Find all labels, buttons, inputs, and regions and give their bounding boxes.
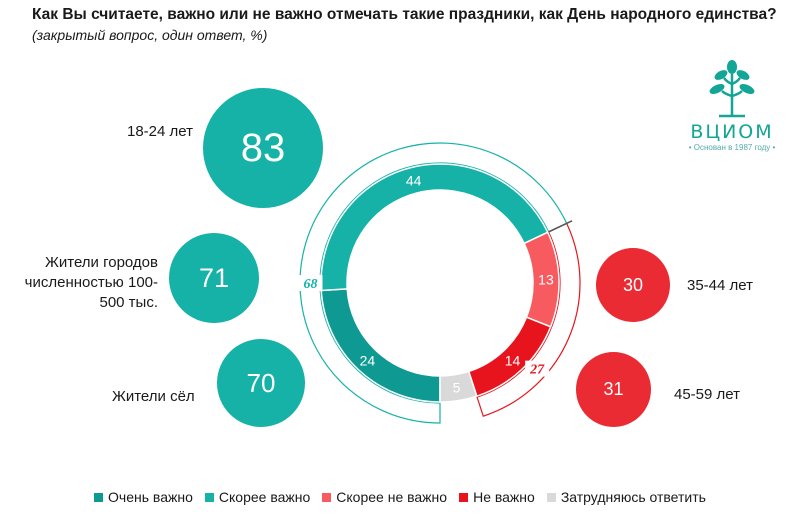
segment-hard-to-say <box>439 370 478 403</box>
legend-label: Очень важно <box>108 489 193 505</box>
vciom-logo: ВЦИОМ • Основан в 1987 году • <box>672 58 792 152</box>
segment-value-label: 14 <box>505 352 521 368</box>
segment-value-label: 44 <box>406 172 422 188</box>
bubble-label-35-44: 35-44 лет <box>687 277 753 294</box>
bubble-value: 31 <box>603 379 624 399</box>
legend-item-hard-to-say: Затрудняюсь ответить <box>546 489 706 505</box>
bubble-label-18-24: 18-24 лет <box>127 123 193 140</box>
chart-title: Как Вы считаете, важно или не важно отме… <box>32 6 777 23</box>
segment-value-label: 5 <box>453 380 461 396</box>
bubble-value: 71 <box>198 262 230 293</box>
group-separator-line <box>547 220 573 234</box>
bubble-label-cities: Жители городов численностью 100-500 тыс. <box>24 254 158 311</box>
legend-item-rather-not-important: Скорее не важно <box>322 489 447 505</box>
total-label-important: 68 <box>304 277 318 292</box>
bubble-cities: 71 <box>169 233 259 323</box>
bubble-value: 83 <box>240 125 286 170</box>
legend-swatch <box>204 492 214 502</box>
segment-very-important <box>320 288 441 403</box>
legend-swatch <box>94 492 104 502</box>
segment-value-label: 24 <box>360 352 376 368</box>
legend-item-not-important: Не важно <box>459 489 535 505</box>
legend-label: Не важно <box>473 489 535 505</box>
tree-icon <box>709 60 755 118</box>
legend-swatch <box>546 492 556 502</box>
bubble-35-44: 30 <box>596 248 670 322</box>
logo-name: ВЦИОМ <box>690 121 774 143</box>
total-label-bg <box>298 275 323 291</box>
chart-subtitle: (закрытый вопрос, один ответ, %) <box>32 27 268 43</box>
bubble-label-villages: Жители сёл <box>112 388 195 405</box>
legend-label: Скорее важно <box>218 489 311 505</box>
bubble-label-45-59: 45-59 лет <box>674 386 740 403</box>
bubble-45-59: 31 <box>576 352 651 427</box>
segment-value-label: 13 <box>538 272 554 288</box>
bubble-villages: 70 <box>217 339 305 427</box>
legend-swatch <box>322 492 332 502</box>
total-label-bg <box>525 360 550 377</box>
bubble-18-24: 83 <box>203 88 323 208</box>
logo-tagline: • Основан в 1987 году • <box>688 143 776 152</box>
total-label-not-important: 27 <box>529 363 545 378</box>
legend-item-rather-important: Скорее важно <box>204 489 311 505</box>
legend-swatch <box>459 492 469 502</box>
bubble-value: 30 <box>622 274 644 295</box>
bubble-value: 70 <box>246 367 276 398</box>
legend-item-very-important: Очень важно <box>94 489 193 505</box>
legend: Очень важно Скорее важно Скорее не важно… <box>0 489 800 505</box>
segment-rather-important <box>320 163 549 292</box>
legend-label: Скорее не важно <box>336 489 448 505</box>
legend-label: Затрудняюсь ответить <box>560 489 706 505</box>
total-ring-not-important <box>476 222 581 417</box>
